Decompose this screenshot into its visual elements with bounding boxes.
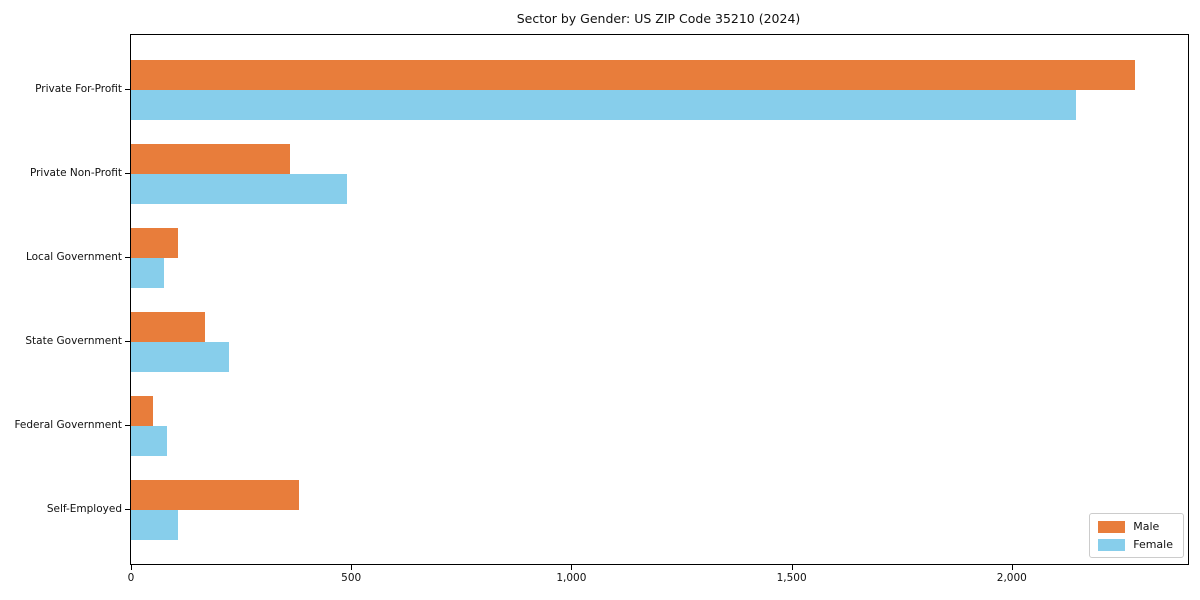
plot-area: Male Female (130, 34, 1189, 565)
x-tick-mark (351, 565, 353, 570)
y-tick-label-self-employed: Self-Employed (46, 502, 122, 515)
bar-female-local-government (131, 257, 164, 288)
y-tick-mark (125, 88, 130, 90)
y-tick-mark (125, 424, 130, 426)
bar-male-self-employed (131, 479, 300, 510)
y-tick-label-federal-government: Federal Government (14, 418, 122, 431)
x-tick-label-1-000: 1,000 (556, 572, 587, 584)
x-tick-label-500: 500 (341, 572, 362, 584)
bar-male-private-for-profit (131, 59, 1136, 90)
x-tick-mark (791, 565, 793, 570)
legend-label-male: Male (1133, 520, 1160, 533)
bar-female-private-for-profit (131, 89, 1076, 120)
bar-female-private-non-profit (131, 173, 347, 204)
bar-male-state-government (131, 311, 205, 342)
x-tick-label-2-000: 2,000 (996, 572, 1027, 584)
x-tick-mark (131, 565, 132, 570)
x-tick-mark (1011, 565, 1013, 570)
bar-female-federal-government (131, 425, 167, 456)
legend-label-female: Female (1133, 538, 1173, 551)
y-tick-mark (125, 256, 130, 258)
bar-male-local-government (131, 227, 179, 258)
chart-title: Sector by Gender: US ZIP Code 35210 (202… (516, 11, 801, 26)
y-tick-mark (125, 172, 130, 174)
x-tick-label-0: 0 (127, 572, 135, 584)
legend: Male Female (1089, 513, 1184, 558)
y-tick-mark (125, 508, 130, 510)
x-tick-label-1-500: 1,500 (776, 572, 807, 584)
y-tick-mark (125, 340, 130, 342)
bar-male-federal-government (131, 395, 153, 426)
bar-male-private-non-profit (131, 143, 290, 174)
y-tick-label-local-government: Local Government (25, 250, 122, 263)
y-tick-label-private-non-profit: Private Non-Profit (29, 166, 122, 179)
bar-female-self-employed (131, 509, 179, 540)
legend-item-male: Male (1098, 520, 1173, 533)
x-tick-mark (571, 565, 573, 570)
y-tick-label-state-government: State Government (25, 334, 122, 347)
legend-swatch-female (1098, 538, 1126, 551)
y-tick-label-private-for-profit: Private For-Profit (35, 82, 122, 95)
legend-swatch-male (1098, 520, 1126, 533)
bar-female-state-government (131, 341, 230, 372)
legend-item-female: Female (1098, 538, 1173, 551)
